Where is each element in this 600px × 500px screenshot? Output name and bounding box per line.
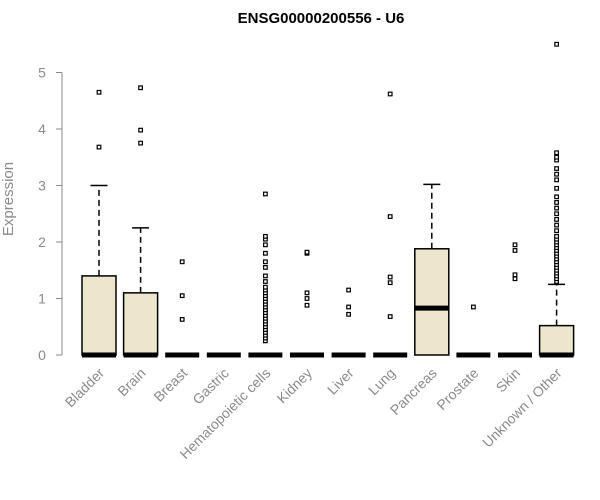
box-bladder — [81, 89, 117, 358]
outlier-point — [263, 279, 268, 284]
y-tick-label: 5 — [38, 65, 46, 81]
chart-title: ENSG00000200556 - U6 — [238, 10, 405, 27]
y-tick-label: 0 — [38, 347, 46, 363]
outlier-point — [471, 304, 476, 310]
outlier-point — [138, 85, 144, 91]
box-prostate — [456, 304, 491, 358]
outlier-point — [263, 250, 268, 256]
outlier-point — [263, 233, 268, 239]
outlier-point — [96, 89, 102, 95]
outlier-point — [263, 265, 268, 270]
y-axis-title: Expression — [0, 162, 17, 236]
outlier-point — [554, 41, 559, 47]
outlier-point — [554, 166, 559, 171]
outlier-point — [554, 211, 559, 217]
outlier-point — [179, 317, 185, 322]
x-tick-label: Liver — [324, 365, 357, 398]
box-iqr — [414, 248, 450, 356]
outlier-point — [179, 259, 185, 265]
outlier-point — [512, 276, 518, 282]
x-tick-label: Lung — [365, 365, 398, 398]
box-unknown-other — [538, 41, 575, 358]
outlier-point — [138, 127, 144, 133]
box-lung — [373, 91, 408, 358]
outlier-point — [554, 228, 559, 234]
outlier-point — [554, 200, 559, 205]
outlier-point — [96, 144, 102, 150]
x-tick-label: Skin — [493, 365, 524, 396]
outlier-point — [387, 314, 393, 319]
box-kidney — [290, 249, 324, 358]
box-hematopoietic-cells — [248, 191, 283, 358]
outlier-point — [387, 280, 393, 286]
outlier-point — [263, 191, 268, 197]
box-pancreas — [414, 183, 450, 356]
outlier-point — [263, 284, 268, 290]
x-tick-label: Prostate — [433, 365, 481, 413]
outlier-point — [387, 274, 393, 280]
outlier-point — [554, 171, 559, 177]
outlier-point — [554, 154, 559, 160]
box-iqr — [122, 292, 159, 356]
outlier-point — [263, 259, 268, 265]
x-tick-label: Kidney — [274, 365, 316, 407]
outlier-point — [554, 177, 559, 183]
box-skin — [498, 242, 532, 358]
y-tick-label: 1 — [38, 291, 46, 307]
x-tick-label: Breast — [150, 365, 190, 405]
outlier-point — [512, 248, 518, 253]
outlier-point — [346, 287, 351, 293]
outlier-point — [512, 242, 518, 248]
outlier-point — [554, 185, 559, 191]
y-axis: 0 1 2 3 4 5 — [38, 65, 63, 363]
outlier-point — [263, 273, 268, 279]
outlier-point — [554, 194, 559, 200]
outlier-point — [304, 296, 310, 301]
outlier-point — [179, 293, 185, 299]
plot-area — [81, 41, 575, 358]
box-brain — [122, 85, 159, 358]
outlier-point — [554, 150, 559, 156]
outlier-point — [304, 302, 310, 308]
outlier-point — [138, 140, 144, 146]
outlier-point — [346, 304, 351, 310]
outlier-point — [554, 233, 559, 239]
outlier-point — [346, 311, 351, 317]
box-breast — [165, 259, 200, 358]
y-tick-label: 3 — [38, 178, 46, 194]
box-iqr — [538, 324, 575, 356]
outlier-point — [554, 222, 559, 228]
x-tick-label: Bladder — [62, 365, 108, 411]
y-tick-label: 2 — [38, 234, 46, 250]
outlier-point — [387, 91, 393, 97]
box-iqr — [81, 275, 117, 356]
box-liver — [331, 287, 366, 358]
outlier-point — [304, 290, 310, 296]
outlier-point — [263, 242, 268, 248]
x-tick-label: Unknown / Other — [479, 365, 565, 451]
outlier-point — [387, 214, 393, 219]
outlier-point — [554, 217, 559, 222]
outlier-point — [554, 205, 559, 211]
outlier-point — [512, 272, 518, 278]
x-tick-label: Brain — [114, 365, 148, 399]
outlier-point — [304, 249, 310, 255]
y-tick-label: 4 — [38, 121, 46, 137]
